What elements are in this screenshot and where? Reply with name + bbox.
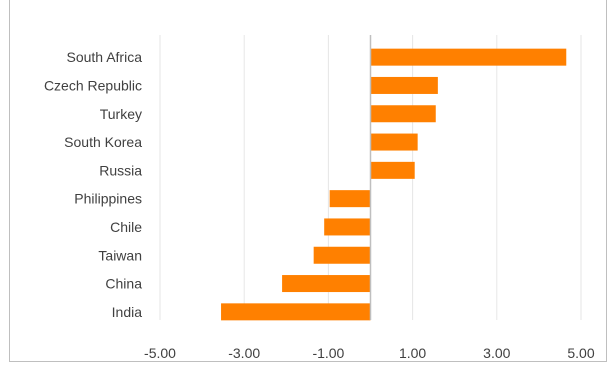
category-label: Czech Republic	[44, 77, 142, 93]
category-label: Turkey	[100, 106, 142, 122]
category-label: China	[105, 276, 142, 292]
x-tick-label: -5.00	[144, 345, 176, 361]
x-tick-label: 1.00	[399, 345, 426, 361]
x-tick-labels: -5.00 -3.00 -1.00 1.00 3.00 5.00	[144, 345, 595, 361]
x-tick-label: -1.00	[312, 345, 344, 361]
bar-russia	[370, 161, 415, 179]
category-label: Chile	[110, 219, 142, 235]
x-tick-label: -3.00	[228, 345, 260, 361]
bar-south-africa	[370, 48, 567, 66]
category-label: Russia	[99, 162, 142, 178]
category-label: South Africa	[67, 49, 143, 65]
bar-philippines	[329, 190, 371, 208]
bar-taiwan	[313, 246, 371, 264]
category-label: Taiwan	[98, 247, 142, 263]
bar-china	[282, 275, 371, 293]
category-label: Philippines	[74, 191, 142, 207]
bar-india	[221, 303, 371, 321]
chart-area: South Africa Czech Republic Turkey South Ko…	[9, 0, 607, 362]
category-labels: South Africa Czech Republic Turkey South Ko…	[44, 49, 142, 320]
category-label: South Korea	[64, 134, 142, 150]
bar-chart: South Africa Czech Republic Turkey South Ko…	[44, 35, 595, 361]
bars	[221, 48, 567, 321]
x-tick-label: 5.00	[567, 345, 594, 361]
bar-chile	[324, 218, 371, 236]
x-tick-label: 3.00	[483, 345, 510, 361]
bar-czech-republic	[370, 76, 438, 94]
bar-turkey	[370, 105, 436, 123]
category-label: India	[112, 304, 143, 320]
bar-south-korea	[370, 133, 418, 151]
